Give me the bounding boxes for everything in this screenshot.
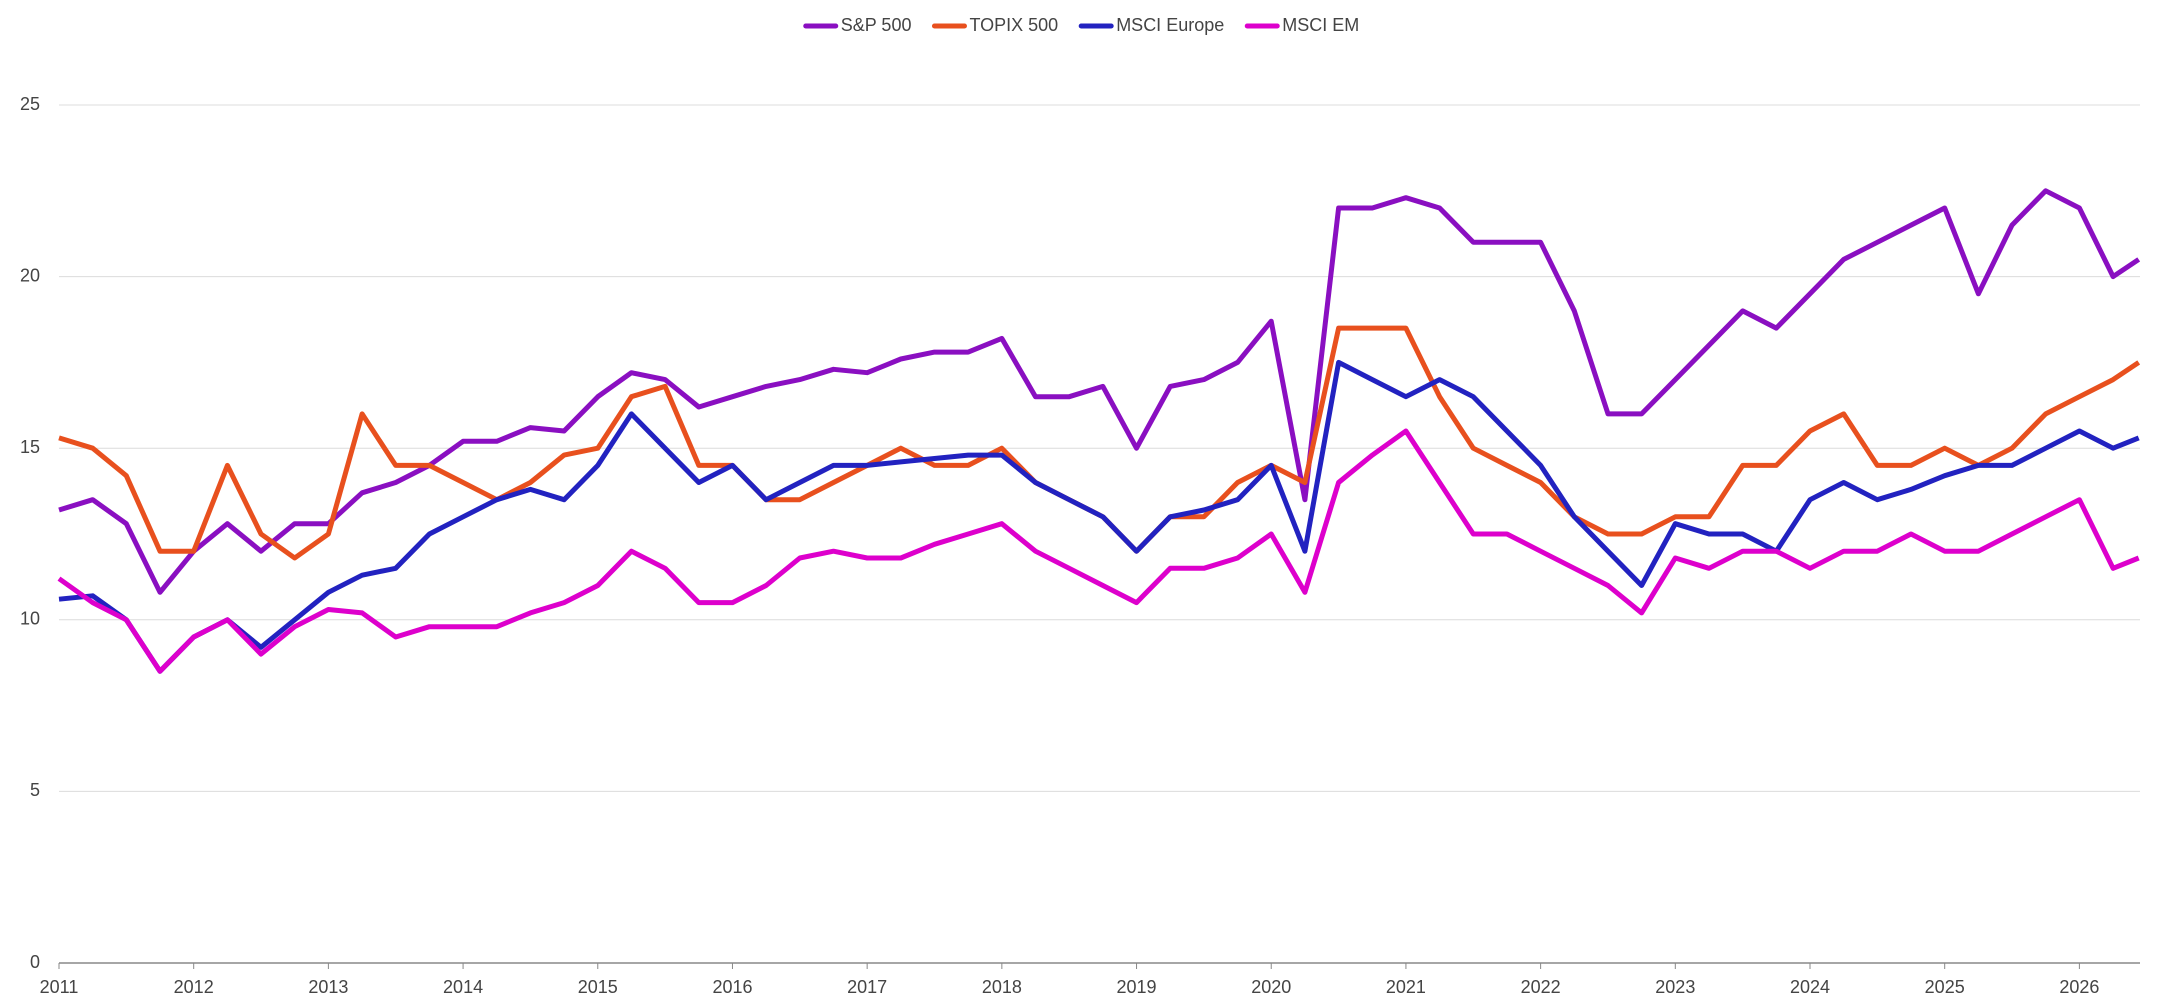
x-tick-label: 2022 xyxy=(1521,977,1561,997)
x-tick-label: 2019 xyxy=(1117,977,1157,997)
legend-label: S&P 500 xyxy=(841,15,912,35)
y-tick-label: 10 xyxy=(20,609,40,629)
x-tick-label: 2021 xyxy=(1386,977,1426,997)
x-tick-label: 2011 xyxy=(40,977,79,997)
x-tick-label: 2026 xyxy=(2059,977,2099,997)
x-tick-label: 2018 xyxy=(982,977,1022,997)
x-tick-label: 2025 xyxy=(1925,977,1965,997)
x-tick-label: 2023 xyxy=(1655,977,1695,997)
x-tick-label: 2017 xyxy=(847,977,887,997)
series-line xyxy=(58,325,2141,561)
series-line xyxy=(57,428,2140,674)
x-tick-label: 2015 xyxy=(578,977,618,997)
y-tick-label: 20 xyxy=(20,265,40,285)
x-tick-label: 2013 xyxy=(308,977,348,997)
legend-label: MSCI Europe xyxy=(1116,15,1224,35)
x-tick-label: 2016 xyxy=(712,977,752,997)
x-tick-label: 2012 xyxy=(174,977,214,997)
legend-label: MSCI EM xyxy=(1282,15,1359,35)
series-line xyxy=(58,188,2141,595)
x-tick-label: 2014 xyxy=(443,977,483,997)
x-tick-label: 2020 xyxy=(1251,977,1291,997)
y-tick-label: 5 xyxy=(30,780,40,800)
series-line xyxy=(58,359,2140,674)
y-tick-label: 25 xyxy=(20,94,40,114)
y-tick-label: 0 xyxy=(30,952,40,972)
x-tick-label: 2024 xyxy=(1790,977,1830,997)
legend-label: TOPIX 500 xyxy=(969,15,1058,35)
y-tick-label: 15 xyxy=(20,437,40,457)
